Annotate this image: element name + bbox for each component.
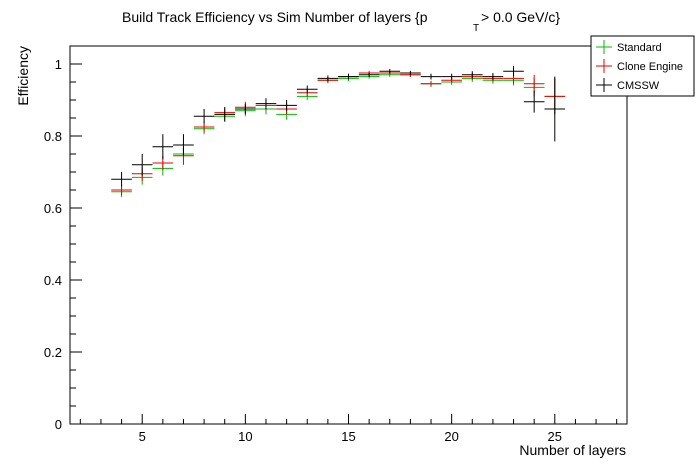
x-tick-label: 20 [444,429,458,444]
y-tick-label: 0.4 [44,273,62,288]
y-tick-label: 0.2 [44,345,62,360]
chart-title-subscript: T [473,23,479,34]
legend-label: Clone Engine [617,61,683,73]
plot-frame [69,45,628,425]
y-tick-label: 0 [55,417,62,432]
x-axis-title: Number of layers [519,442,626,458]
x-tick-label: 5 [139,429,146,444]
series-clone-engine [111,70,566,196]
data-series [111,65,566,198]
y-axis: 0 0.2 0.4 0.6 0.8 1 [44,57,82,432]
y-tick-label: 0.6 [44,201,62,216]
chart-title-tail: > 0.0 GeV/c} [481,9,560,25]
series-cmssw [111,65,566,187]
legend-label: Standard [617,42,662,54]
chart-title-main: Build Track Efficiency vs Sim Number of … [122,9,428,25]
legend: Standard Clone Engine CMSSW [590,35,695,97]
y-axis-title: Efficiency [15,46,31,106]
legend-label: CMSSW [617,80,660,92]
y-tick-label: 0.8 [44,129,62,144]
x-tick-label: 15 [341,429,355,444]
series-standard [111,72,566,198]
x-tick-label: 10 [238,429,252,444]
y-tick-label: 1 [55,57,62,72]
x-tick-label: 25 [548,429,562,444]
x-axis: 5 10 15 20 25 [79,414,618,444]
